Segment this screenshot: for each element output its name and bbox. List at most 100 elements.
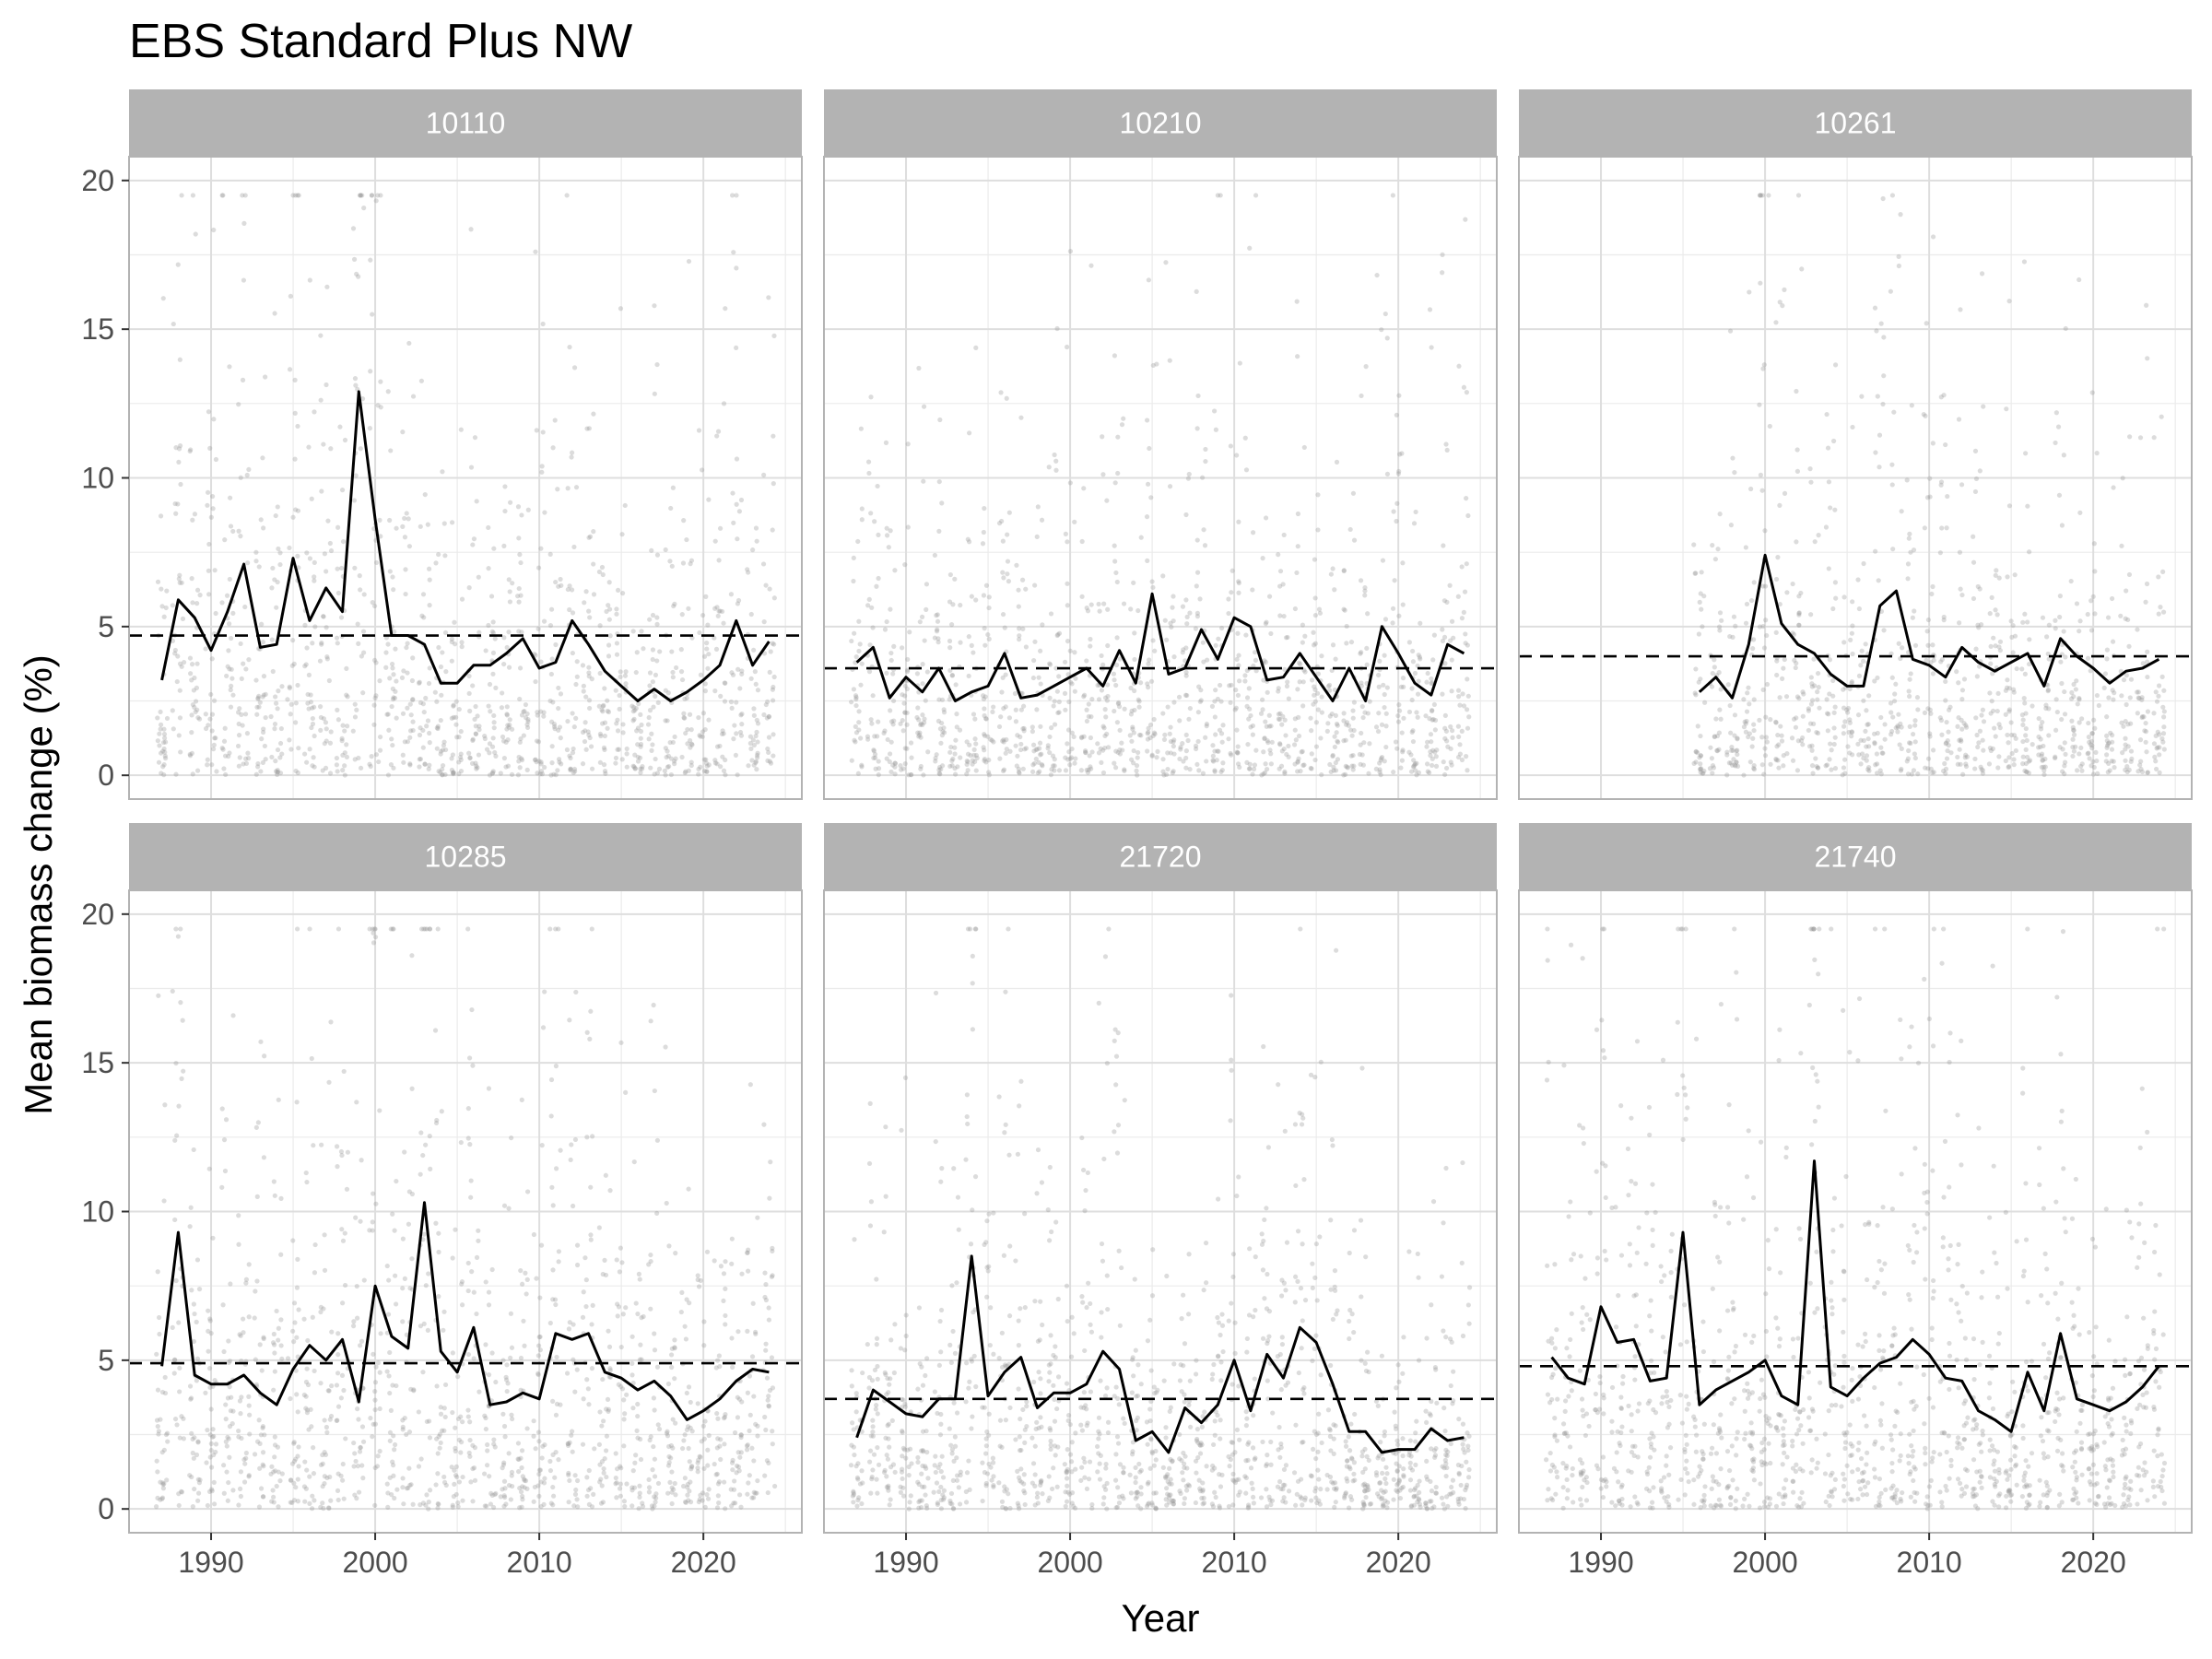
observation-point [487,772,493,778]
observation-point [2077,720,2082,725]
observation-point [917,619,923,625]
observation-point [582,720,588,725]
observation-point [1463,631,1468,637]
observation-point [754,752,760,759]
observation-point [516,1468,522,1475]
observation-point [325,1388,331,1394]
observation-point [1907,724,1912,729]
observation-point [2144,581,2150,587]
observation-point [531,1433,536,1439]
observation-point [175,501,181,507]
observation-point [1465,707,1470,712]
observation-point [354,707,359,712]
observation-point [918,735,924,740]
observation-point [434,1383,440,1389]
observation-point [762,1414,768,1420]
observation-point [550,1398,556,1404]
observation-point [516,599,522,605]
observation-point [1130,724,1135,730]
observation-point [1264,766,1270,772]
observation-point [1958,307,1963,312]
observation-point [1889,193,1896,198]
observation-point [982,756,988,762]
observation-point [326,1505,332,1511]
observation-point [938,767,944,772]
observation-point [1095,682,1100,688]
observation-point [1972,756,1978,762]
observation-point [489,1350,495,1356]
observation-point [921,772,926,778]
observation-point [2025,619,2030,625]
observation-point [500,734,506,740]
observation-point [172,651,178,656]
observation-point [170,1324,175,1330]
observation-point [176,459,182,465]
observation-point [624,751,629,757]
observation-point [470,736,476,742]
facet-strip-label: 10210 [1120,107,1202,140]
observation-point [324,654,330,660]
observation-point [1716,747,1722,752]
observation-point [1796,594,1802,599]
observation-point [253,1288,258,1294]
observation-point [159,771,164,776]
observation-point [509,1412,514,1418]
observation-point [160,1486,166,1491]
observation-point [606,1344,613,1349]
observation-point [1318,735,1324,741]
observation-point [549,1184,555,1190]
observation-point [618,1464,623,1469]
observation-point [2063,751,2068,758]
observation-point [1265,738,1270,744]
observation-point [646,1262,652,1267]
observation-point [1137,680,1144,686]
observation-point [1055,710,1061,716]
observation-point [1333,768,1339,773]
observation-point [155,1495,160,1500]
observation-point [568,755,573,761]
observation-point [433,560,439,566]
observation-point [908,771,913,778]
observation-point [162,739,169,745]
observation-point [1400,676,1406,681]
observation-point [303,1170,309,1176]
observation-point [272,1369,277,1374]
observation-point [1434,747,1440,753]
observation-point [518,1455,524,1461]
observation-point [1440,691,1445,697]
observation-point [1781,665,1786,671]
observation-point [322,1232,327,1238]
observation-point [368,763,373,770]
observation-point [371,930,376,935]
observation-point [586,608,592,614]
observation-point [2059,523,2065,528]
observation-point [2094,451,2100,456]
observation-point [2156,611,2161,617]
observation-point [342,750,347,756]
observation-point [203,712,208,717]
observation-point [523,1270,528,1276]
observation-point [1343,771,1348,777]
observation-point [258,1432,264,1438]
observation-point [275,504,280,510]
observation-point [172,1357,178,1362]
observation-point [771,753,776,759]
observation-point [1184,692,1190,699]
observation-point [571,746,576,752]
observation-point [1315,671,1322,677]
observation-point [1300,703,1306,709]
observation-point [1199,475,1206,480]
observation-point [1751,580,1757,585]
observation-point [1194,761,1200,768]
observation-point [1000,675,1006,680]
observation-point [638,735,643,741]
observation-point [1817,705,1822,711]
observation-point [460,1419,465,1425]
observation-point [973,752,980,759]
observation-point [1233,705,1239,711]
observation-point [2062,740,2067,746]
observation-point [941,710,947,715]
observation-point [226,648,231,653]
observation-point [1912,739,1918,745]
observation-point [685,1481,690,1488]
